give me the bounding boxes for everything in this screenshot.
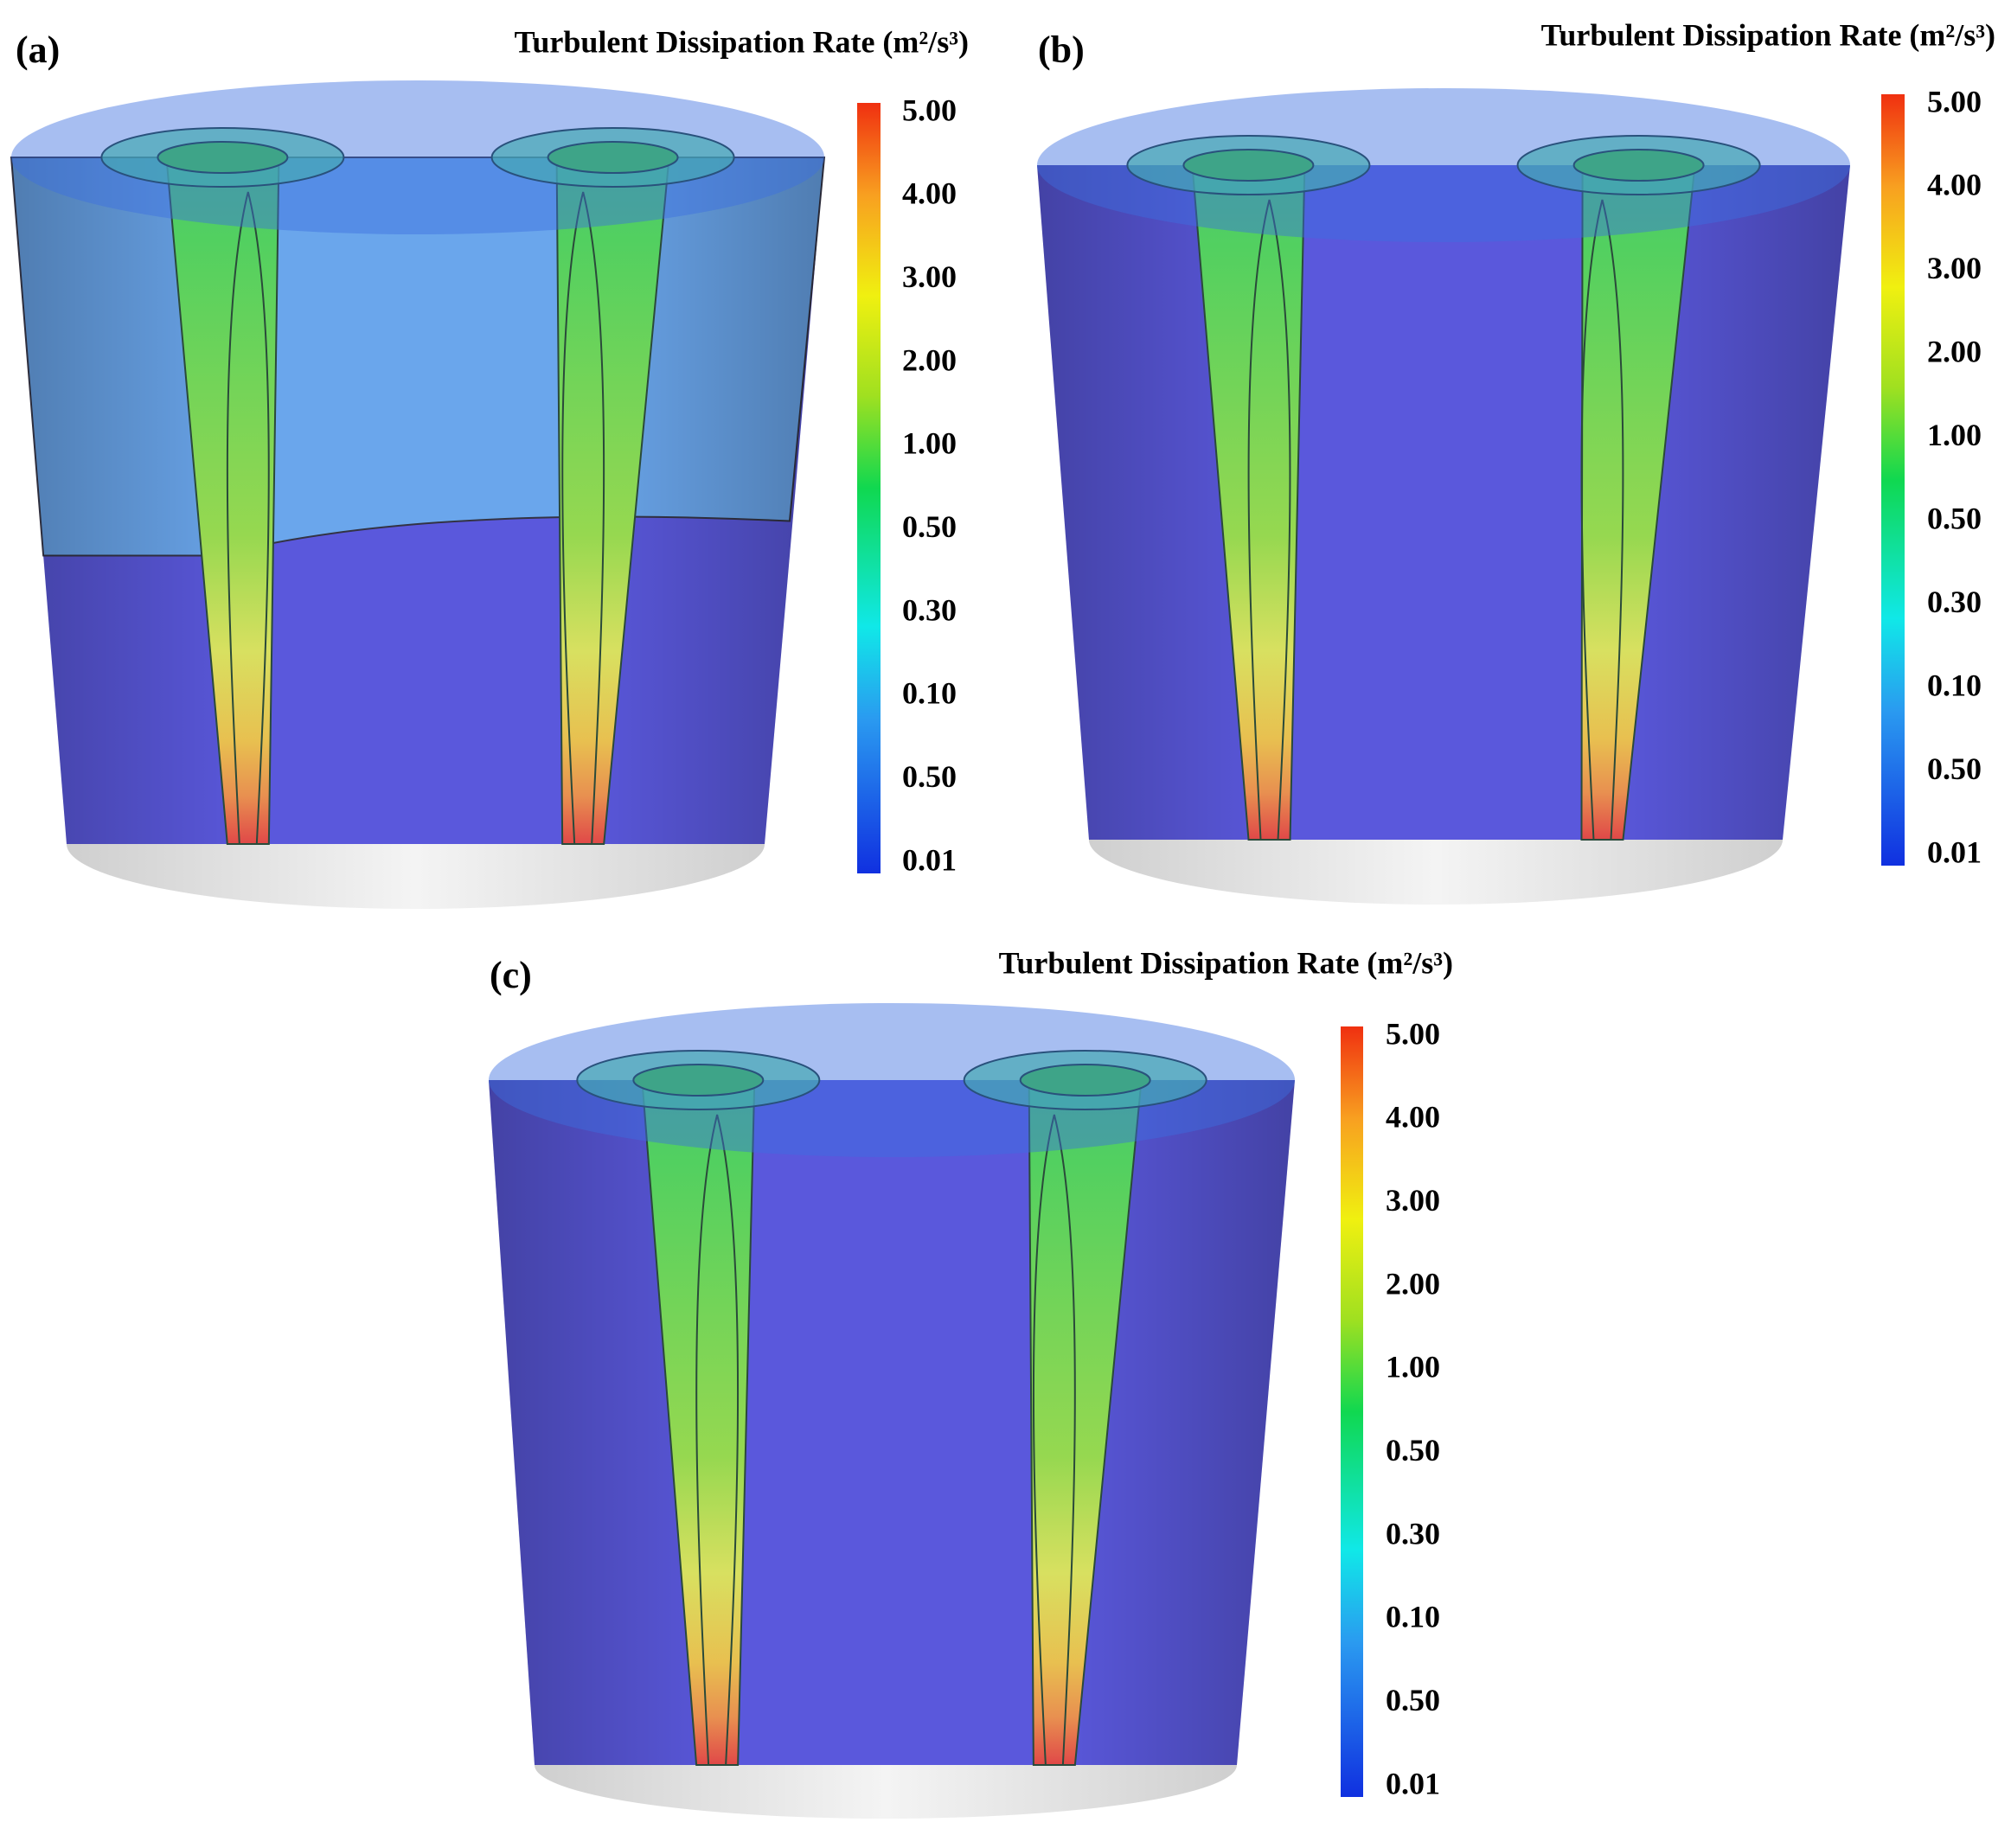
colorbar bbox=[857, 103, 881, 873]
plume-core bbox=[695, 1114, 740, 1766]
colorbar-label: 0.30 bbox=[1386, 1516, 1440, 1551]
plume-core bbox=[561, 191, 605, 845]
panel-label: (c) bbox=[490, 954, 532, 996]
colorbar-label: 2.00 bbox=[1386, 1266, 1440, 1301]
colorbar-label: 0.10 bbox=[902, 676, 957, 711]
colorbar-label: 0.50 bbox=[1927, 501, 1982, 535]
colorbar-label: 0.10 bbox=[1386, 1600, 1440, 1634]
colorbar-label: 0.50 bbox=[1927, 751, 1982, 786]
cylinder-top bbox=[489, 1003, 1295, 1157]
colorbar-label: 3.00 bbox=[1927, 251, 1982, 285]
colorbar-label: 4.00 bbox=[1927, 168, 1982, 202]
colorbar-label: 3.00 bbox=[902, 259, 957, 294]
colorbar-label: 4.00 bbox=[902, 176, 957, 211]
colorbar-title: Turbulent Dissipation Rate (m²/s³) bbox=[515, 24, 969, 59]
colorbar-label: 0.30 bbox=[902, 592, 957, 627]
colorbar-label: 5.00 bbox=[902, 93, 957, 127]
side-shade bbox=[11, 157, 824, 844]
panel: 5.00 4.00 3.00 2.00 1.00 0.50 0.30 0.10 0.50 0.01… bbox=[10, 24, 969, 909]
top-contour bbox=[1182, 149, 1315, 182]
colorbar-label: 5.00 bbox=[1386, 1016, 1440, 1051]
colorbar-label: 0.01 bbox=[902, 842, 957, 877]
colorbar-label: 1.00 bbox=[902, 426, 957, 461]
colorbar-label: 0.50 bbox=[1386, 1683, 1440, 1717]
colorbar-label: 0.50 bbox=[902, 509, 957, 544]
cylinder-top bbox=[1037, 88, 1850, 242]
colorbar-label: 2.00 bbox=[902, 342, 957, 377]
colorbar bbox=[1881, 94, 1905, 866]
top-contour bbox=[1572, 149, 1705, 182]
side-shade bbox=[1037, 165, 1850, 840]
colorbar-label: 1.00 bbox=[1386, 1350, 1440, 1384]
colorbar-label: 0.50 bbox=[902, 759, 957, 794]
plume-core bbox=[1032, 1114, 1076, 1766]
colorbar-label: 0.01 bbox=[1927, 834, 1982, 869]
top-contour bbox=[1019, 1064, 1151, 1097]
panel: 5.00 4.00 3.00 2.00 1.00 0.50 0.30 0.10 0.50 0.01… bbox=[489, 945, 1453, 1819]
colorbar-title: Turbulent Dissipation Rate (m²/s³) bbox=[999, 945, 1453, 980]
colorbar-label: 2.00 bbox=[1927, 335, 1982, 369]
colorbar-label: 5.00 bbox=[1927, 84, 1982, 118]
plume-core bbox=[1247, 199, 1291, 841]
colorbar-label: 0.30 bbox=[1927, 585, 1982, 619]
colorbar bbox=[1341, 1026, 1363, 1797]
colorbar-label: 4.00 bbox=[1386, 1100, 1440, 1135]
plume-core bbox=[226, 191, 270, 845]
colorbar-label: 3.00 bbox=[1386, 1183, 1440, 1218]
top-contour bbox=[157, 141, 289, 174]
cylinder-top bbox=[11, 80, 824, 234]
colorbar-label: 0.01 bbox=[1386, 1766, 1440, 1800]
colorbar-label: 0.10 bbox=[1927, 668, 1982, 702]
colorbar-label: 1.00 bbox=[1927, 418, 1982, 452]
top-contour bbox=[632, 1064, 765, 1097]
panel-label: (b) bbox=[1038, 29, 1085, 71]
top-contour bbox=[547, 141, 679, 174]
plume-core bbox=[1580, 199, 1624, 841]
colorbar-title: Turbulent Dissipation Rate (m²/s³) bbox=[1541, 17, 1995, 52]
panel-label: (a) bbox=[16, 29, 60, 71]
colorbar-label: 0.50 bbox=[1386, 1433, 1440, 1468]
side-shade bbox=[489, 1080, 1295, 1765]
panel: 5.00 4.00 3.00 2.00 1.00 0.50 0.30 0.10 0.50 0.01… bbox=[1037, 17, 1995, 905]
